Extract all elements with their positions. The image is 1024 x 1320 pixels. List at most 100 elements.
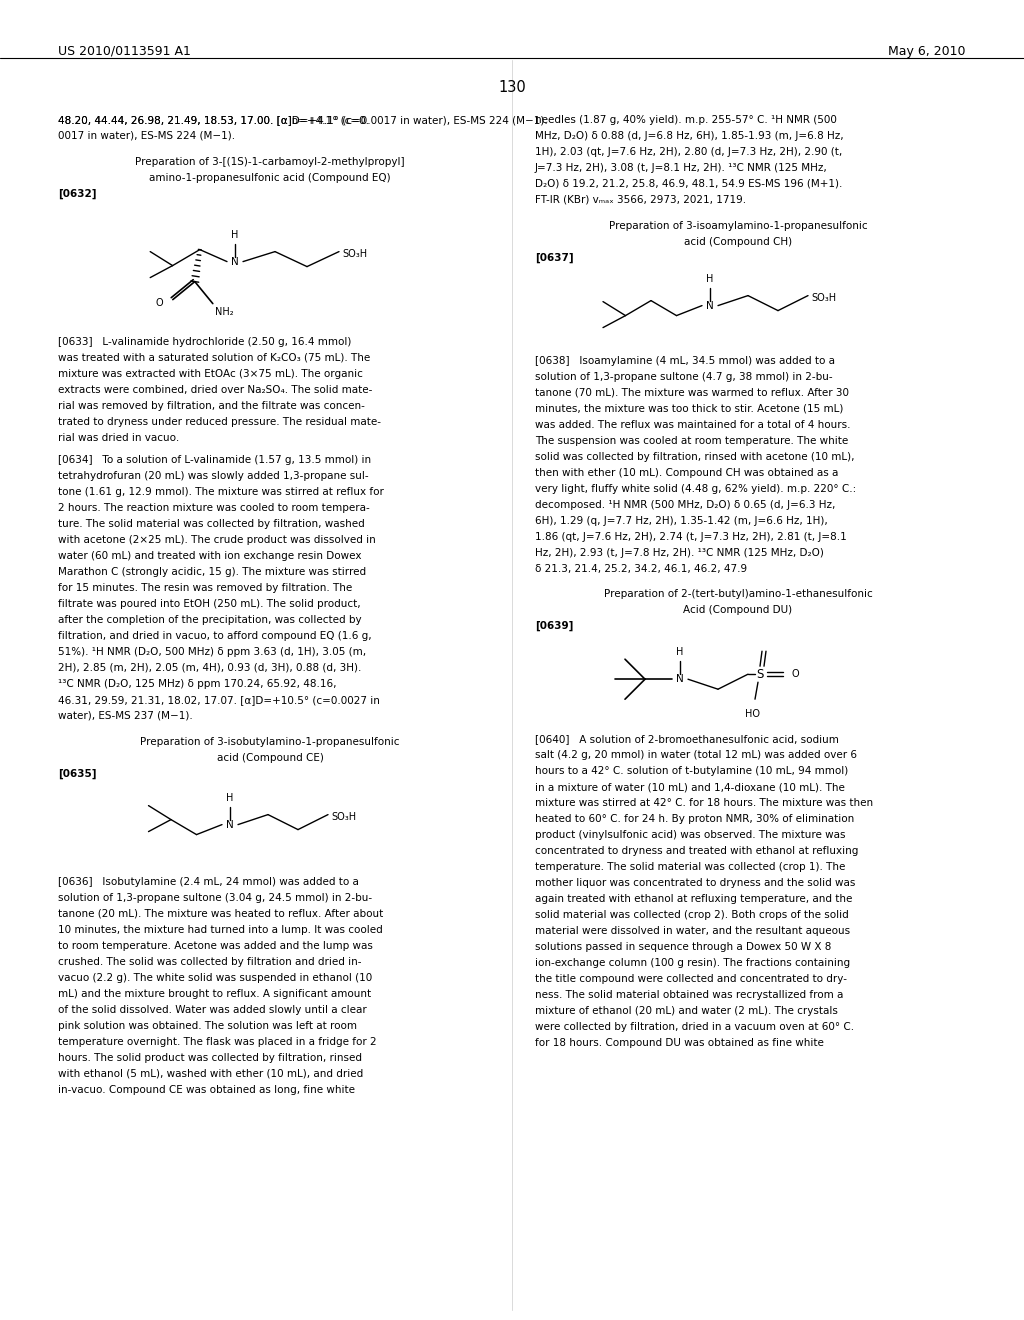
Text: [0632]: [0632] — [58, 189, 96, 199]
Text: SO₃H: SO₃H — [811, 293, 837, 302]
Text: were collected by filtration, dried in a vacuum oven at 60° C.: were collected by filtration, dried in a… — [535, 1022, 854, 1032]
Text: [0635]: [0635] — [58, 768, 96, 779]
Text: mother liquor was concentrated to dryness and the solid was: mother liquor was concentrated to drynes… — [535, 878, 855, 888]
Text: Preparation of 2-(tert-butyl)amino-1-ethanesulfonic: Preparation of 2-(tert-butyl)amino-1-eth… — [603, 589, 872, 599]
Text: needles (1.87 g, 40% yield). m.p. 255-57° C. ¹H NMR (500: needles (1.87 g, 40% yield). m.p. 255-57… — [535, 115, 837, 125]
Text: H: H — [676, 647, 684, 657]
Text: for 18 hours. Compound DU was obtained as fine white: for 18 hours. Compound DU was obtained a… — [535, 1039, 824, 1048]
Text: extracts were combined, dried over Na₂SO₄. The solid mate-: extracts were combined, dried over Na₂SO… — [58, 384, 373, 395]
Text: Preparation of 3-isoamylamino-1-propanesulfonic: Preparation of 3-isoamylamino-1-propanes… — [608, 220, 867, 231]
Text: S: S — [757, 668, 764, 681]
Text: rial was removed by filtration, and the filtrate was concen-: rial was removed by filtration, and the … — [58, 400, 365, 411]
Text: ture. The solid material was collected by filtration, washed: ture. The solid material was collected b… — [58, 519, 365, 529]
Text: filtration, and dried in vacuo, to afford compound EQ (1.6 g,: filtration, and dried in vacuo, to affor… — [58, 631, 372, 642]
Text: water (60 mL) and treated with ion exchange resin Dowex: water (60 mL) and treated with ion excha… — [58, 550, 361, 561]
Text: filtrate was poured into EtOH (250 mL). The solid product,: filtrate was poured into EtOH (250 mL). … — [58, 599, 360, 609]
Text: very light, fluffy white solid (4.48 g, 62% yield). m.p. 220° C.:: very light, fluffy white solid (4.48 g, … — [535, 483, 856, 494]
Text: with acetone (2×25 mL). The crude product was dissolved in: with acetone (2×25 mL). The crude produc… — [58, 535, 376, 545]
Text: mixture of ethanol (20 mL) and water (2 mL). The crystals: mixture of ethanol (20 mL) and water (2 … — [535, 1006, 838, 1016]
Text: ness. The solid material obtained was recrystallized from a: ness. The solid material obtained was re… — [535, 990, 844, 1001]
Text: water), ES-MS 237 (M−1).: water), ES-MS 237 (M−1). — [58, 711, 193, 721]
Text: was added. The reflux was maintained for a total of 4 hours.: was added. The reflux was maintained for… — [535, 420, 851, 429]
Text: solid was collected by filtration, rinsed with acetone (10 mL),: solid was collected by filtration, rinse… — [535, 451, 854, 462]
Text: hours to a 42° C. solution of t-butylamine (10 mL, 94 mmol): hours to a 42° C. solution of t-butylami… — [535, 766, 848, 776]
Text: N: N — [707, 301, 714, 310]
Text: N: N — [226, 820, 233, 829]
Text: SO₃H: SO₃H — [331, 812, 356, 821]
Text: amino-1-propanesulfonic acid (Compound EQ): amino-1-propanesulfonic acid (Compound E… — [150, 173, 391, 182]
Text: H: H — [226, 792, 233, 803]
Text: Marathon C (strongly acidic, 15 g). The mixture was stirred: Marathon C (strongly acidic, 15 g). The … — [58, 568, 367, 577]
Text: [0633]   L-valinamide hydrochloride (2.50 g, 16.4 mmol): [0633] L-valinamide hydrochloride (2.50 … — [58, 337, 351, 347]
Text: crushed. The solid was collected by filtration and dried in-: crushed. The solid was collected by filt… — [58, 957, 361, 966]
Text: 0017 in water), ES-MS 224 (M−1).: 0017 in water), ES-MS 224 (M−1). — [58, 131, 236, 141]
Text: Hz, 2H), 2.93 (t, J=7.8 Hz, 2H). ¹³C NMR (125 MHz, D₂O): Hz, 2H), 2.93 (t, J=7.8 Hz, 2H). ¹³C NMR… — [535, 548, 824, 557]
Text: salt (4.2 g, 20 mmol) in water (total 12 mL) was added over 6: salt (4.2 g, 20 mmol) in water (total 12… — [535, 750, 857, 760]
Text: O: O — [791, 669, 799, 680]
Text: 46.31, 29.59, 21.31, 18.02, 17.07. [α]D=+10.5° (c=0.0027 in: 46.31, 29.59, 21.31, 18.02, 17.07. [α]D=… — [58, 696, 380, 705]
Text: solutions passed in sequence through a Dowex 50 W X 8: solutions passed in sequence through a D… — [535, 942, 831, 952]
Text: concentrated to dryness and treated with ethanol at refluxing: concentrated to dryness and treated with… — [535, 846, 858, 857]
Text: material were dissolved in water, and the resultant aqueous: material were dissolved in water, and th… — [535, 927, 850, 936]
Text: FT-IR (KBr) vₘₐₓ 3566, 2973, 2021, 1719.: FT-IR (KBr) vₘₐₓ 3566, 2973, 2021, 1719. — [535, 195, 746, 205]
Text: May 6, 2010: May 6, 2010 — [889, 45, 966, 58]
Text: MHz, D₂O) δ 0.88 (d, J=6.8 Hz, 6H), 1.85-1.93 (m, J=6.8 Hz,: MHz, D₂O) δ 0.88 (d, J=6.8 Hz, 6H), 1.85… — [535, 131, 844, 141]
Text: solid material was collected (crop 2). Both crops of the solid: solid material was collected (crop 2). B… — [535, 911, 849, 920]
Text: J=7.3 Hz, 2H), 3.08 (t, J=8.1 Hz, 2H). ¹³C NMR (125 MHz,: J=7.3 Hz, 2H), 3.08 (t, J=8.1 Hz, 2H). ¹… — [535, 162, 827, 173]
Text: [0639]: [0639] — [535, 622, 573, 631]
Text: [0640]   A solution of 2-bromoethanesulfonic acid, sodium: [0640] A solution of 2-bromoethanesulfon… — [535, 734, 839, 744]
Text: NH₂: NH₂ — [215, 306, 233, 317]
Text: rial was dried in vacuo.: rial was dried in vacuo. — [58, 433, 179, 442]
Text: 2 hours. The reaction mixture was cooled to room tempera-: 2 hours. The reaction mixture was cooled… — [58, 503, 370, 513]
Text: acid (Compound CE): acid (Compound CE) — [216, 752, 324, 763]
Text: to room temperature. Acetone was added and the lump was: to room temperature. Acetone was added a… — [58, 941, 373, 950]
Text: H: H — [231, 230, 239, 240]
Text: 10 minutes, the mixture had turned into a lump. It was cooled: 10 minutes, the mixture had turned into … — [58, 924, 383, 935]
Text: [0636]   Isobutylamine (2.4 mL, 24 mmol) was added to a: [0636] Isobutylamine (2.4 mL, 24 mmol) w… — [58, 876, 358, 887]
Text: the title compound were collected and concentrated to dry-: the title compound were collected and co… — [535, 974, 847, 985]
Text: δ 21.3, 21.4, 25.2, 34.2, 46.1, 46.2, 47.9: δ 21.3, 21.4, 25.2, 34.2, 46.1, 46.2, 47… — [535, 564, 748, 574]
Text: mixture was extracted with EtOAc (3×75 mL). The organic: mixture was extracted with EtOAc (3×75 m… — [58, 368, 362, 379]
Text: 130: 130 — [498, 81, 526, 95]
Text: tanone (70 mL). The mixture was warmed to reflux. After 30: tanone (70 mL). The mixture was warmed t… — [535, 388, 849, 397]
Text: US 2010/0113591 A1: US 2010/0113591 A1 — [58, 45, 190, 58]
Text: mixture was stirred at 42° C. for 18 hours. The mixture was then: mixture was stirred at 42° C. for 18 hou… — [535, 799, 873, 808]
Text: 1H), 2.03 (qt, J=7.6 Hz, 2H), 2.80 (d, J=7.3 Hz, 2H), 2.90 (t,: 1H), 2.03 (qt, J=7.6 Hz, 2H), 2.80 (d, J… — [535, 147, 843, 157]
Text: in-vacuo. Compound CE was obtained as long, fine white: in-vacuo. Compound CE was obtained as lo… — [58, 1085, 355, 1094]
Text: again treated with ethanol at refluxing temperature, and the: again treated with ethanol at refluxing … — [535, 894, 852, 904]
Text: tanone (20 mL). The mixture was heated to reflux. After about: tanone (20 mL). The mixture was heated t… — [58, 908, 383, 919]
Text: of the solid dissolved. Water was added slowly until a clear: of the solid dissolved. Water was added … — [58, 1005, 367, 1015]
Text: in a mixture of water (10 mL) and 1,4-dioxane (10 mL). The: in a mixture of water (10 mL) and 1,4-di… — [535, 783, 845, 792]
Text: pink solution was obtained. The solution was left at room: pink solution was obtained. The solution… — [58, 1020, 357, 1031]
Text: temperature. The solid material was collected (crop 1). The: temperature. The solid material was coll… — [535, 862, 846, 873]
Text: was treated with a saturated solution of K₂CO₃ (75 mL). The: was treated with a saturated solution of… — [58, 352, 371, 363]
Text: 1.86 (qt, J=7.6 Hz, 2H), 2.74 (t, J=7.3 Hz, 2H), 2.81 (t, J=8.1: 1.86 (qt, J=7.6 Hz, 2H), 2.74 (t, J=7.3 … — [535, 532, 847, 541]
Text: trated to dryness under reduced pressure. The residual mate-: trated to dryness under reduced pressure… — [58, 417, 381, 426]
Text: solution of 1,3-propane sultone (3.04 g, 24.5 mmol) in 2-bu-: solution of 1,3-propane sultone (3.04 g,… — [58, 892, 372, 903]
Text: solution of 1,3-propane sultone (4.7 g, 38 mmol) in 2-bu-: solution of 1,3-propane sultone (4.7 g, … — [535, 372, 833, 381]
Text: hours. The solid product was collected by filtration, rinsed: hours. The solid product was collected b… — [58, 1052, 362, 1063]
Text: vacuo (2.2 g). The white solid was suspended in ethanol (10: vacuo (2.2 g). The white solid was suspe… — [58, 973, 373, 982]
Text: Preparation of 3-isobutylamino-1-propanesulfonic: Preparation of 3-isobutylamino-1-propane… — [140, 737, 399, 747]
Text: tone (1.61 g, 12.9 mmol). The mixture was stirred at reflux for: tone (1.61 g, 12.9 mmol). The mixture wa… — [58, 487, 384, 498]
Text: ion-exchange column (100 g resin). The fractions containing: ion-exchange column (100 g resin). The f… — [535, 958, 850, 968]
Text: [0638]   Isoamylamine (4 mL, 34.5 mmol) was added to a: [0638] Isoamylamine (4 mL, 34.5 mmol) wa… — [535, 355, 835, 366]
Text: [0637]: [0637] — [535, 252, 573, 263]
Text: then with ether (10 mL). Compound CH was obtained as a: then with ether (10 mL). Compound CH was… — [535, 467, 839, 478]
Text: Acid (Compound DU): Acid (Compound DU) — [683, 605, 793, 615]
Text: after the completion of the precipitation, was collected by: after the completion of the precipitatio… — [58, 615, 361, 624]
Text: 51%). ¹H NMR (D₂O, 500 MHz) δ ppm 3.63 (d, 1H), 3.05 (m,: 51%). ¹H NMR (D₂O, 500 MHz) δ ppm 3.63 (… — [58, 647, 367, 657]
Text: with ethanol (5 mL), washed with ether (10 mL), and dried: with ethanol (5 mL), washed with ether (… — [58, 1069, 364, 1078]
Text: for 15 minutes. The resin was removed by filtration. The: for 15 minutes. The resin was removed by… — [58, 583, 352, 593]
Text: tetrahydrofuran (20 mL) was slowly added 1,3-propane sul-: tetrahydrofuran (20 mL) was slowly added… — [58, 471, 369, 480]
Text: mL) and the mixture brought to reflux. A significant amount: mL) and the mixture brought to reflux. A… — [58, 989, 371, 999]
Text: [0634]   To a solution of L-valinamide (1.57 g, 13.5 mmol) in: [0634] To a solution of L-valinamide (1.… — [58, 455, 371, 465]
Text: ¹³C NMR (D₂O, 125 MHz) δ ppm 170.24, 65.92, 48.16,: ¹³C NMR (D₂O, 125 MHz) δ ppm 170.24, 65.… — [58, 678, 337, 689]
Text: D₂O) δ 19.2, 21.2, 25.8, 46.9, 48.1, 54.9 ES-MS 196 (M+1).: D₂O) δ 19.2, 21.2, 25.8, 46.9, 48.1, 54.… — [535, 180, 843, 189]
Text: temperature overnight. The flask was placed in a fridge for 2: temperature overnight. The flask was pla… — [58, 1036, 377, 1047]
Text: HO: HO — [745, 709, 761, 719]
Text: SO₃H: SO₃H — [342, 248, 368, 259]
Text: product (vinylsulfonic acid) was observed. The mixture was: product (vinylsulfonic acid) was observe… — [535, 830, 846, 841]
Text: N: N — [676, 675, 684, 684]
Text: minutes, the mixture was too thick to stir. Acetone (15 mL): minutes, the mixture was too thick to st… — [535, 404, 844, 413]
